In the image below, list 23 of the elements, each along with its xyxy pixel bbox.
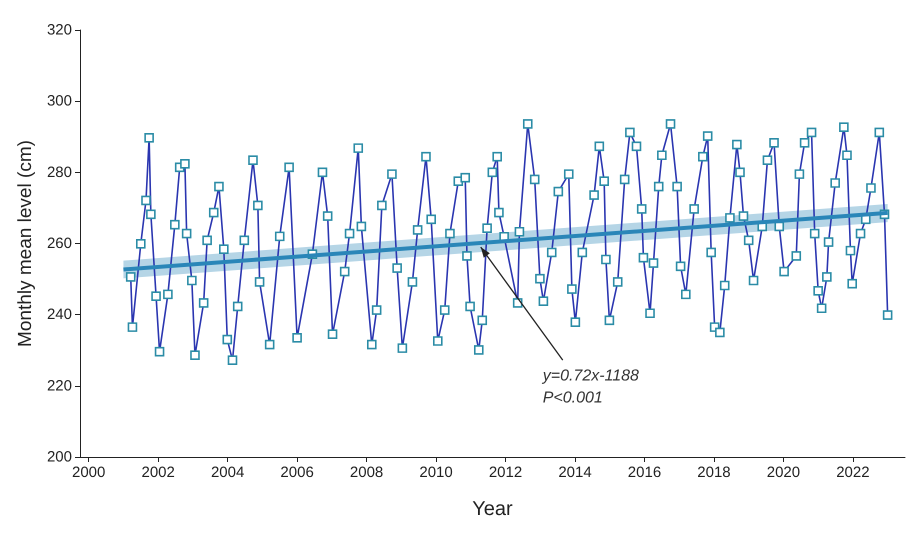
y-axis-title: Monthly mean level (cm) bbox=[15, 140, 36, 347]
annotation: y=0.72x-1188 bbox=[542, 368, 640, 385]
x-axis-title: Year bbox=[472, 498, 514, 520]
x-tick-label: 2012 bbox=[488, 464, 522, 481]
x-tick-label: 2002 bbox=[141, 464, 175, 481]
x-tick-label: 2008 bbox=[350, 464, 384, 481]
y-tick-label: 300 bbox=[46, 92, 72, 110]
x-tick-label: 2020 bbox=[766, 464, 800, 481]
x-tick-label: 2018 bbox=[697, 464, 731, 481]
x-tick-label: 2010 bbox=[419, 464, 453, 481]
y-tick-label: 240 bbox=[46, 306, 72, 324]
x-tick-label: 2022 bbox=[836, 464, 870, 481]
y-tick-label: 220 bbox=[46, 377, 72, 394]
y-tick-label: 320 bbox=[46, 22, 72, 38]
y-tick-label: 260 bbox=[46, 235, 72, 252]
y-tick-label: 280 bbox=[46, 164, 72, 181]
x-tick-label: 2014 bbox=[558, 464, 592, 481]
y-tick-label: 200 bbox=[46, 448, 72, 466]
x-tick-label: 2004 bbox=[210, 464, 244, 481]
x-tick-label: 2000 bbox=[72, 464, 106, 481]
x-tick-label: 2016 bbox=[628, 464, 662, 481]
annotation: P<0.001 bbox=[542, 390, 603, 407]
x-tick-label: 2006 bbox=[280, 464, 314, 481]
